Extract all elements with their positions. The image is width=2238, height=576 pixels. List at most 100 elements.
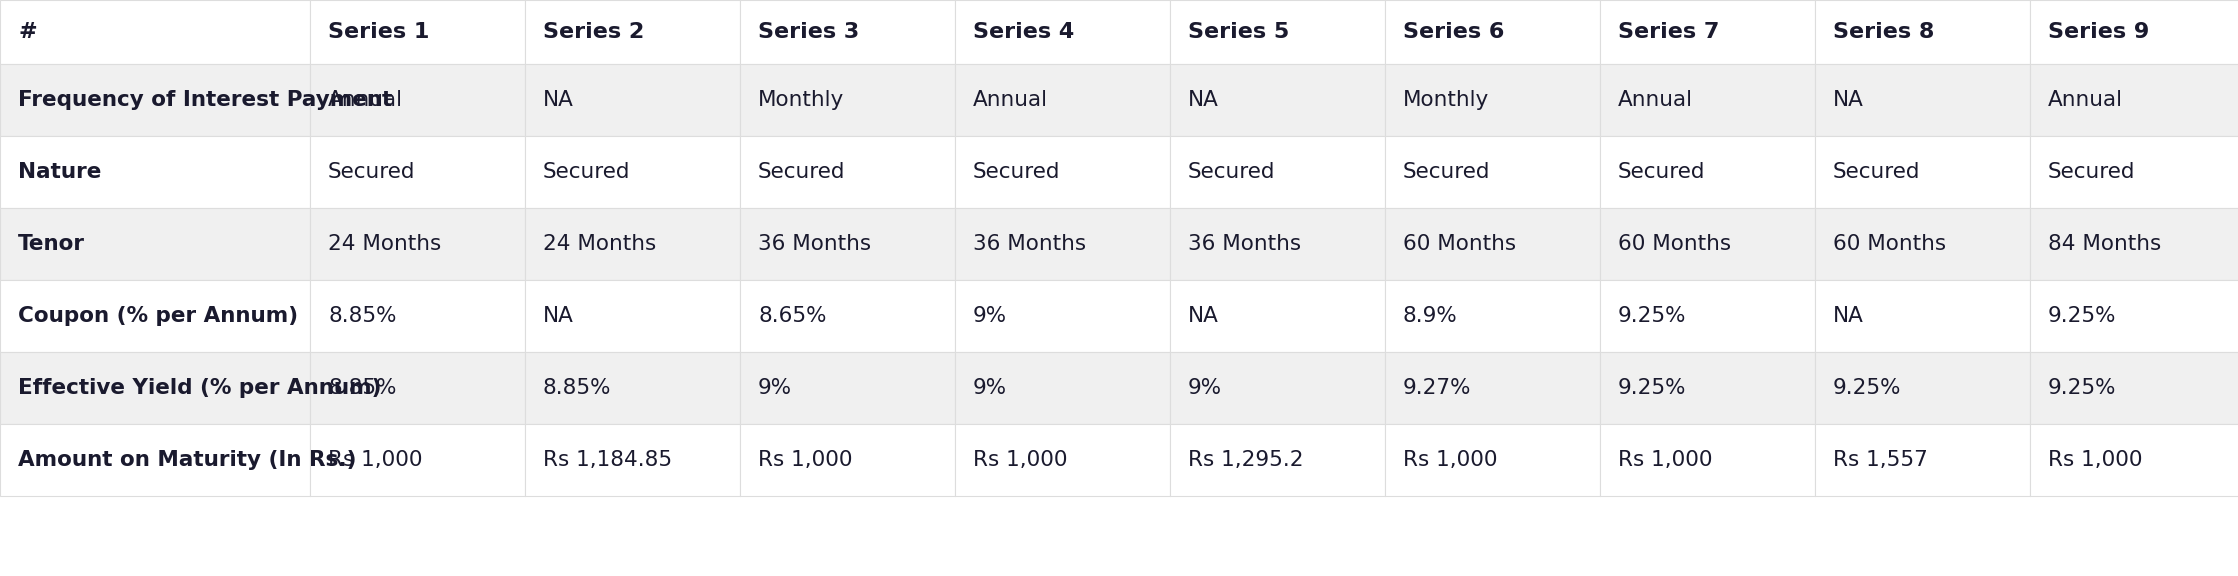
- Text: 84 Months: 84 Months: [2048, 234, 2162, 254]
- Text: Series 4: Series 4: [974, 22, 1074, 42]
- Text: Series 3: Series 3: [759, 22, 859, 42]
- Text: Series 6: Series 6: [1403, 22, 1504, 42]
- Bar: [956, 136, 1170, 208]
- Bar: [526, 352, 741, 424]
- Text: 9.25%: 9.25%: [1833, 378, 1902, 398]
- Text: Monthly: Monthly: [1403, 90, 1488, 110]
- Text: Monthly: Monthly: [759, 90, 844, 110]
- Text: 24 Months: 24 Months: [544, 234, 656, 254]
- Text: Effective Yield (% per Annum): Effective Yield (% per Annum): [18, 378, 380, 398]
- Text: 9.25%: 9.25%: [2048, 378, 2117, 398]
- Bar: [956, 352, 1170, 424]
- Bar: [2030, 352, 2238, 424]
- Text: Series 1: Series 1: [329, 22, 430, 42]
- Bar: [0, 0, 311, 64]
- Bar: [1170, 280, 1385, 352]
- Bar: [1170, 352, 1385, 424]
- Bar: [1600, 352, 1815, 424]
- Text: NA: NA: [544, 90, 573, 110]
- Bar: [1385, 208, 1600, 280]
- Bar: [1170, 424, 1385, 496]
- Text: Secured: Secured: [1188, 162, 1276, 182]
- Text: Series 7: Series 7: [1618, 22, 1719, 42]
- Bar: [741, 0, 956, 64]
- Text: Rs 1,000: Rs 1,000: [329, 450, 423, 470]
- Text: NA: NA: [544, 306, 573, 326]
- Text: #: #: [18, 22, 36, 42]
- Bar: [311, 136, 526, 208]
- Text: Series 8: Series 8: [1833, 22, 1934, 42]
- Text: Annual: Annual: [329, 90, 403, 110]
- Bar: [0, 352, 311, 424]
- Bar: [1600, 0, 1815, 64]
- Text: 9.25%: 9.25%: [1618, 378, 1687, 398]
- Bar: [741, 64, 956, 136]
- Text: 60 Months: 60 Months: [1618, 234, 1732, 254]
- Text: Secured: Secured: [1618, 162, 1705, 182]
- Bar: [1385, 280, 1600, 352]
- Text: 8.65%: 8.65%: [759, 306, 826, 326]
- Bar: [741, 352, 956, 424]
- Bar: [1815, 64, 2030, 136]
- Bar: [1385, 352, 1600, 424]
- Bar: [311, 208, 526, 280]
- Text: 36 Months: 36 Months: [1188, 234, 1300, 254]
- Bar: [526, 64, 741, 136]
- Bar: [1170, 136, 1385, 208]
- Text: 9.27%: 9.27%: [1403, 378, 1473, 398]
- Text: Rs 1,184.85: Rs 1,184.85: [544, 450, 671, 470]
- Text: 9%: 9%: [1188, 378, 1222, 398]
- Text: 9%: 9%: [974, 378, 1007, 398]
- Bar: [956, 424, 1170, 496]
- Bar: [1385, 424, 1600, 496]
- Text: 9%: 9%: [974, 306, 1007, 326]
- Bar: [1815, 280, 2030, 352]
- Bar: [0, 64, 311, 136]
- Bar: [311, 0, 526, 64]
- Bar: [526, 424, 741, 496]
- Bar: [526, 280, 741, 352]
- Bar: [1170, 208, 1385, 280]
- Text: Coupon (% per Annum): Coupon (% per Annum): [18, 306, 298, 326]
- Text: Annual: Annual: [1618, 90, 1692, 110]
- Text: 9.25%: 9.25%: [1618, 306, 1687, 326]
- Bar: [2030, 0, 2238, 64]
- Bar: [1815, 352, 2030, 424]
- Bar: [1815, 136, 2030, 208]
- Text: Rs 1,000: Rs 1,000: [759, 450, 853, 470]
- Text: Amount on Maturity (In Rs.): Amount on Maturity (In Rs.): [18, 450, 356, 470]
- Text: NA: NA: [1188, 306, 1220, 326]
- Text: 8.85%: 8.85%: [329, 378, 396, 398]
- Bar: [956, 280, 1170, 352]
- Bar: [2030, 64, 2238, 136]
- Text: Series 2: Series 2: [544, 22, 645, 42]
- Text: 9%: 9%: [759, 378, 792, 398]
- Text: Frequency of Interest Payment: Frequency of Interest Payment: [18, 90, 392, 110]
- Text: Rs 1,557: Rs 1,557: [1833, 450, 1927, 470]
- Text: NA: NA: [1833, 306, 1864, 326]
- Text: NA: NA: [1833, 90, 1864, 110]
- Bar: [741, 136, 956, 208]
- Bar: [741, 424, 956, 496]
- Bar: [1600, 136, 1815, 208]
- Bar: [311, 352, 526, 424]
- Bar: [1600, 280, 1815, 352]
- Bar: [1600, 64, 1815, 136]
- Text: Nature: Nature: [18, 162, 101, 182]
- Text: 36 Months: 36 Months: [974, 234, 1085, 254]
- Bar: [0, 280, 311, 352]
- Text: Annual: Annual: [2048, 90, 2124, 110]
- Bar: [0, 136, 311, 208]
- Bar: [526, 136, 741, 208]
- Text: 8.85%: 8.85%: [544, 378, 611, 398]
- Bar: [311, 64, 526, 136]
- Bar: [526, 0, 741, 64]
- Bar: [741, 208, 956, 280]
- Bar: [741, 280, 956, 352]
- Text: NA: NA: [1188, 90, 1220, 110]
- Text: 9.25%: 9.25%: [2048, 306, 2117, 326]
- Text: Rs 1,000: Rs 1,000: [974, 450, 1068, 470]
- Bar: [311, 424, 526, 496]
- Text: Annual: Annual: [974, 90, 1047, 110]
- Text: Series 9: Series 9: [2048, 22, 2148, 42]
